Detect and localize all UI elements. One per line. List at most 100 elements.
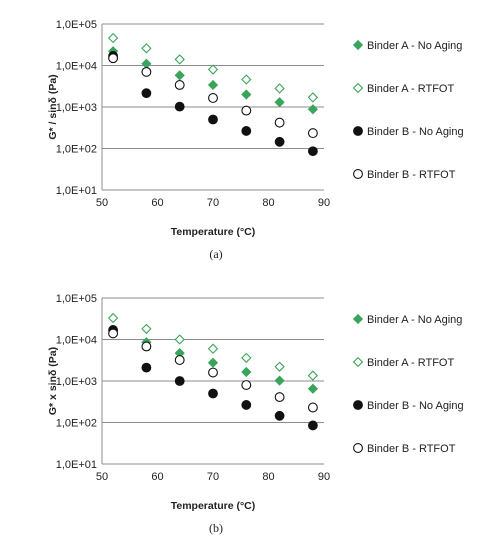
x-tick-label: 60 (151, 197, 163, 209)
data-point (307, 128, 318, 139)
legend-entry: Binder A - No Aging (367, 40, 462, 52)
legend-entry: Binder B - No Aging (367, 400, 464, 412)
series-4 (108, 328, 318, 413)
data-point (107, 312, 119, 324)
y-tick-label: 1,0E+05 (56, 293, 97, 305)
data-point (207, 343, 219, 354)
data-point (174, 101, 185, 112)
y-axis-label: G* x sinδ (Pa) (47, 347, 59, 415)
legend-marker (353, 443, 363, 453)
data-point (107, 32, 119, 44)
data-point (141, 323, 152, 335)
chart-panel-1: 1,0E+01 1,0E+02 1,0E+03 1,0E+04 1,0E+05 50 60 7… (47, 19, 464, 261)
legend-marker (353, 169, 363, 179)
y-tick-label: 1,0E+02 (56, 418, 97, 430)
figure-caption: (a) (209, 247, 222, 261)
x-tick-label: 70 (207, 197, 219, 209)
y-axis-label: G* / sinδ (Pa) (47, 74, 59, 139)
x-tick-label: 90 (318, 197, 330, 209)
data-point (208, 367, 218, 378)
x-tick-label: 80 (262, 471, 274, 483)
x-tick-label: 90 (318, 471, 330, 483)
y-tick-label: 1,0E+03 (56, 102, 97, 114)
data-point (141, 88, 152, 99)
data-point (108, 53, 119, 64)
series-1 (107, 325, 319, 394)
data-point (307, 104, 319, 115)
legend-marker (352, 39, 364, 51)
data-point (141, 66, 152, 77)
legend-marker (352, 82, 364, 94)
y-tick-label: 1,0E+04 (56, 335, 97, 347)
x-tick-label: 80 (262, 197, 274, 209)
data-point (274, 136, 285, 147)
data-point (241, 380, 252, 390)
data-point (241, 126, 252, 136)
data-point (174, 355, 185, 365)
data-point (241, 366, 252, 378)
series-3 (108, 325, 318, 431)
data-point (108, 328, 119, 339)
data-point (307, 370, 319, 381)
data-point (207, 357, 219, 368)
data-point (308, 146, 318, 157)
data-point (307, 92, 319, 103)
legend-entry: Binder B - RTFOT (367, 443, 456, 455)
data-point (208, 388, 218, 399)
data-point (241, 400, 252, 410)
y-tick-label: 1,0E+02 (56, 144, 97, 156)
series-2 (107, 312, 319, 381)
legend-entry: Binder B - No Aging (367, 126, 464, 138)
y-tick-label: 1,0E+03 (56, 376, 97, 388)
y-tick-label: 1,0E+01 (56, 185, 97, 197)
data-point (241, 89, 252, 100)
legend-entry: Binder A - No Aging (367, 314, 462, 326)
data-point (274, 83, 285, 94)
legend-marker (352, 356, 364, 368)
data-point (174, 79, 185, 90)
x-tick-label: 60 (151, 471, 163, 483)
series-2 (107, 32, 319, 103)
data-point (207, 79, 219, 91)
legend-marker (353, 400, 363, 410)
legend-entry: Binder A - RTFOT (367, 83, 454, 95)
data-point (141, 341, 152, 352)
data-point (274, 361, 285, 372)
data-point (141, 43, 152, 54)
data-point (274, 410, 285, 421)
legend-entry: Binder A - RTFOT (367, 357, 454, 369)
data-point (241, 105, 252, 116)
data-point (174, 70, 185, 81)
data-point (241, 74, 252, 85)
series-1 (107, 46, 319, 115)
y-tick-label: 1,0E+04 (56, 61, 97, 73)
data-point (308, 420, 318, 431)
data-point (307, 402, 318, 413)
data-point (208, 93, 218, 103)
legend-entry: Binder B - RTFOT (367, 169, 456, 181)
x-axis-label: Temperature (°C) (171, 226, 256, 238)
x-axis-label: Temperature (°C) (171, 500, 256, 512)
chart-panel-2: 1,0E+01 1,0E+02 1,0E+03 1,0E+04 1,0E+05 50 60 7… (47, 293, 464, 535)
data-point (274, 97, 285, 108)
data-point (174, 54, 185, 65)
y-tick-label: 1,0E+05 (56, 19, 97, 31)
data-point (141, 58, 152, 69)
data-point (141, 362, 152, 373)
x-tick-label: 70 (207, 471, 219, 483)
data-point (174, 334, 185, 345)
data-point (241, 352, 252, 364)
legend-marker (352, 313, 364, 325)
data-point (274, 392, 285, 403)
x-tick-label: 50 (96, 471, 108, 483)
figure-caption: (b) (209, 521, 223, 535)
data-point (207, 64, 219, 75)
data-point (274, 117, 285, 128)
series-4 (108, 53, 318, 139)
x-tick-label: 50 (96, 197, 108, 209)
data-point (274, 375, 285, 386)
data-point (174, 376, 185, 386)
legend-marker (353, 126, 363, 136)
y-tick-label: 1,0E+01 (56, 459, 97, 471)
